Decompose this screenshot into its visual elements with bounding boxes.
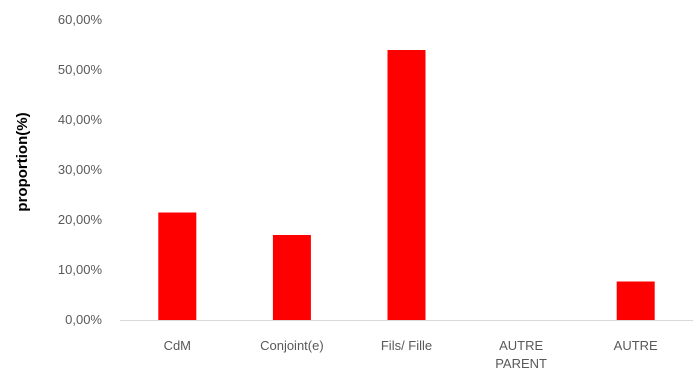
y-tick-label: 40,00% bbox=[58, 112, 103, 127]
bar bbox=[158, 212, 197, 320]
x-tick-label: CdM bbox=[164, 338, 191, 353]
bars bbox=[158, 50, 655, 320]
bar bbox=[616, 281, 655, 320]
bar bbox=[272, 235, 311, 320]
y-tick-label: 10,00% bbox=[58, 262, 103, 277]
y-tick-label: 0,00% bbox=[65, 312, 102, 327]
y-tick-label: 20,00% bbox=[58, 212, 103, 227]
y-tick-label: 60,00% bbox=[58, 12, 103, 27]
x-tick-label: Fils/ Fille bbox=[381, 338, 432, 353]
y-axis-ticks: 0,00% 10,00% 20,00% 30,00% 40,00% 50,00% 60,00… bbox=[58, 12, 103, 327]
x-tick-label: Conjoint(e) bbox=[260, 338, 324, 353]
x-tick-label: AUTRE bbox=[499, 338, 543, 353]
y-tick-label: 50,00% bbox=[58, 62, 103, 77]
y-axis-label: proportion(%) bbox=[14, 112, 31, 211]
x-tick-label: AUTRE bbox=[614, 338, 658, 353]
bar bbox=[387, 50, 426, 320]
x-tick-label: PARENT bbox=[495, 356, 547, 371]
y-tick-label: 30,00% bbox=[58, 162, 103, 177]
x-axis-ticks: CdM Conjoint(e) Fils/ Fille AUTRE PARENT AUTR… bbox=[164, 338, 658, 371]
